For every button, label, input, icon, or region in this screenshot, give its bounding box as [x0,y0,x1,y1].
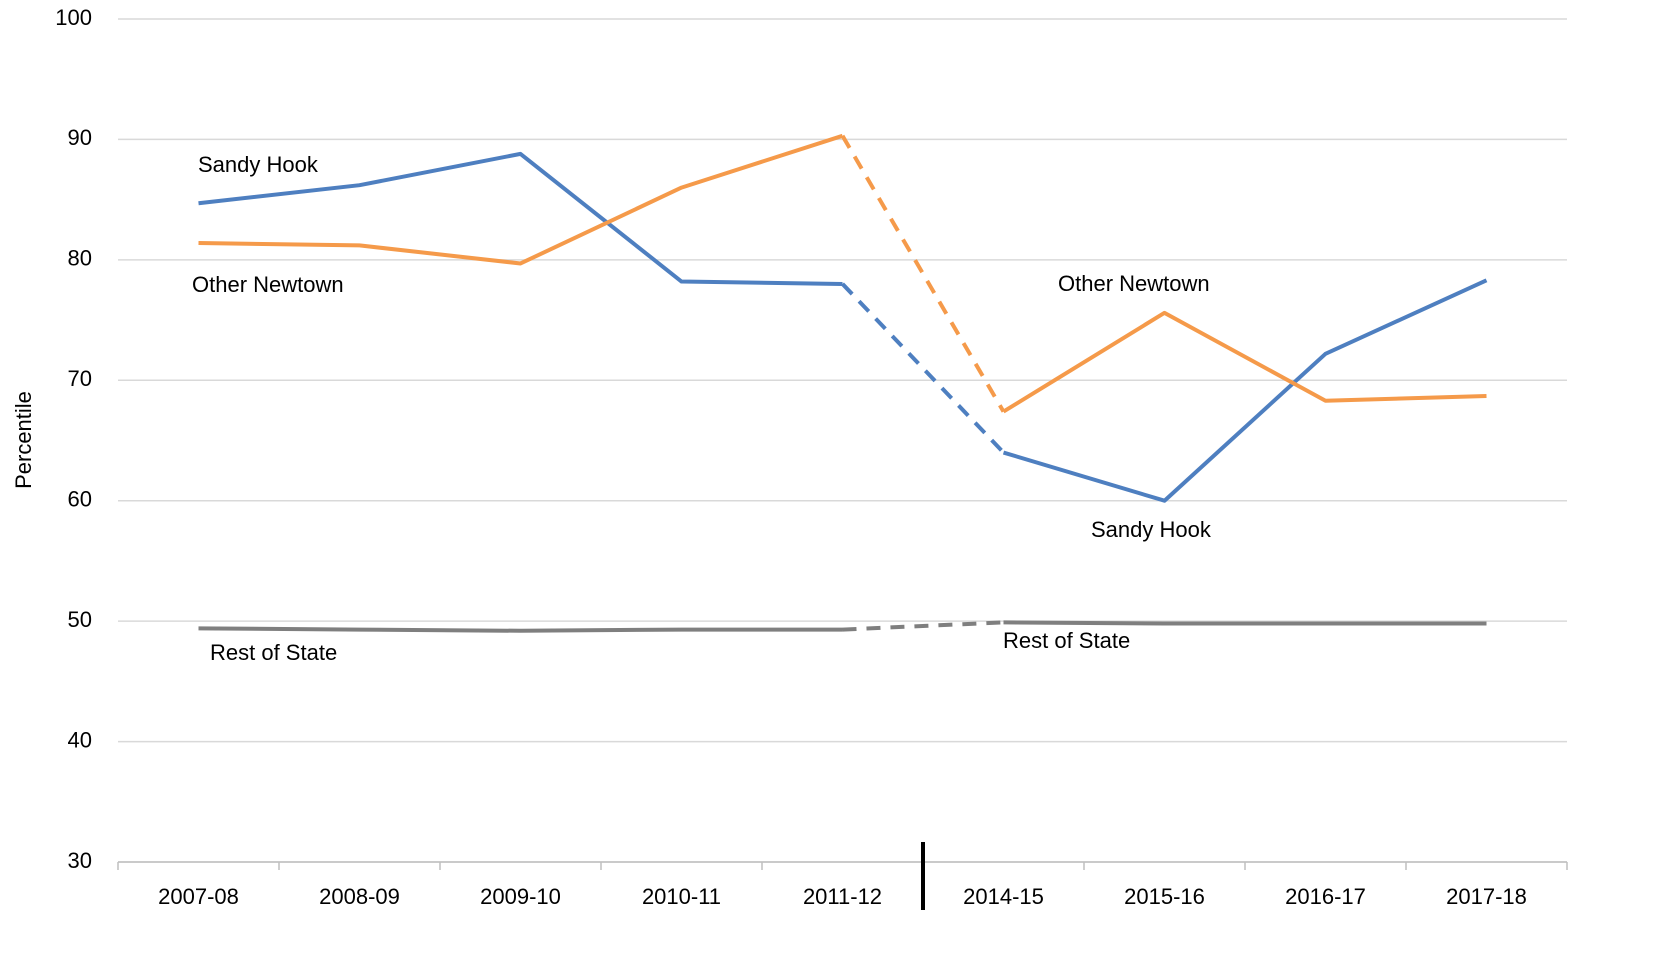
line [198,151,843,286]
x-tick-label: 2017-18 [1446,884,1527,909]
annotation: Other Newtown [1058,271,1210,296]
y-axis-label: Percentile [11,391,36,489]
line-gap-segment [841,282,1005,454]
annotation: Other Newtown [192,272,344,297]
line [1002,310,1487,414]
annotation: Sandy Hook [198,152,319,177]
annotation: Rest of State [210,640,337,665]
y-tick-label: 40 [68,727,92,752]
y-tick-label: 100 [55,5,92,30]
line [198,133,844,266]
x-tick-label: 2010-11 [642,884,721,909]
y-tick-label: 90 [68,125,92,150]
y-tick-label: 50 [68,607,92,632]
y-tick-label: 70 [68,366,92,391]
y-tick-label: 30 [68,848,92,873]
annotation: Sandy Hook [1091,517,1212,542]
x-tick-label: 2014-15 [963,884,1044,909]
x-tick-label: 2011-12 [803,884,882,909]
x-tick-label: 2016-17 [1285,884,1366,909]
x-tick-label: 2007-08 [158,884,239,909]
x-tick-label: 2008-09 [319,884,400,909]
line-gap-segment [842,620,1004,632]
x-tick-label: 2015-16 [1124,884,1205,909]
line [1003,620,1487,626]
x-tick-label: 2009-10 [480,884,561,909]
y-tick-label: 60 [68,487,92,512]
line [198,626,843,633]
line-gap-segment [840,134,1006,413]
line [1002,278,1488,503]
y-tick-label: 80 [68,246,92,271]
annotation: Rest of State [1003,628,1130,653]
